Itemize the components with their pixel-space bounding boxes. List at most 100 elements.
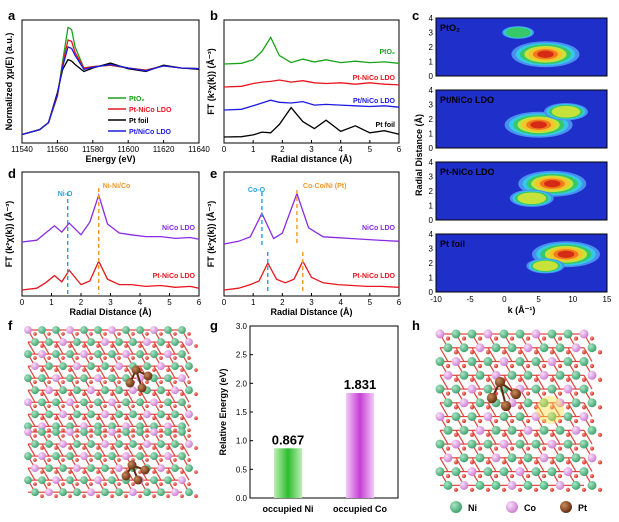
wavelet-contour [530, 121, 547, 129]
y-tick-label: 2.0 [236, 379, 248, 388]
y-tick-label: 2 [429, 115, 434, 124]
bond [55, 341, 64, 355]
bond [471, 347, 481, 362]
ni-atom [555, 343, 565, 353]
o-atom [493, 446, 499, 451]
o-atom [75, 428, 79, 433]
o-atom [557, 418, 563, 424]
o-atom [533, 350, 539, 355]
y-tick-label: 0 [429, 288, 434, 297]
o-atom [54, 494, 58, 498]
o-atom [194, 392, 198, 396]
bond [583, 430, 593, 445]
o-atom [131, 434, 135, 438]
o-atom [477, 474, 483, 479]
co-atom [515, 467, 525, 477]
co-atom [459, 480, 469, 490]
o-atom [145, 356, 149, 360]
bond [97, 341, 106, 355]
panel-letter-d: d [8, 166, 16, 181]
y-tick-label: 4 [429, 230, 434, 239]
o-atom [152, 392, 156, 396]
bond [167, 467, 176, 481]
series-label: NiCo LDO [162, 225, 196, 232]
bond [583, 457, 593, 472]
bond [97, 365, 106, 379]
x-tick-label: 6 [197, 298, 202, 307]
ni-atom [52, 326, 60, 334]
bond [125, 341, 134, 355]
x-tick-label: 0 [222, 298, 227, 307]
o-atom [461, 363, 467, 369]
o-atom [173, 404, 177, 408]
y-tick-label: 3 [429, 173, 434, 182]
co-atom [150, 398, 158, 407]
ni-atom [185, 386, 193, 395]
o-atom [525, 474, 531, 479]
bond [535, 347, 545, 362]
o-atom [533, 487, 539, 492]
o-atom [581, 350, 587, 355]
bond [55, 467, 64, 481]
ni-atom [507, 343, 517, 353]
co-atom [483, 329, 493, 339]
y-axis-label-c: Radial Distance (Å) [414, 114, 424, 196]
ni-atom [101, 488, 109, 497]
ni-atom [94, 422, 102, 431]
ni-atom [579, 384, 589, 394]
y-axis-label-g: Relative Energy (eV) [218, 368, 228, 455]
co-atom [451, 439, 461, 449]
ni-atom [443, 425, 453, 435]
series-line [21, 46, 200, 136]
ni-atom [587, 398, 597, 408]
ni-atom [515, 412, 525, 422]
o-atom [461, 336, 467, 341]
ni-atom [555, 453, 565, 463]
o-atom [509, 474, 515, 479]
wavelet-contour [557, 250, 575, 258]
o-atom [525, 363, 531, 369]
o-atom [103, 380, 107, 384]
co-atom [52, 476, 60, 485]
bond [167, 341, 176, 355]
o-atom [152, 446, 156, 450]
ni-atom [547, 384, 557, 394]
o-atom [61, 356, 65, 360]
o-atom [469, 350, 475, 355]
ni-atom [547, 329, 557, 339]
o-atom [517, 432, 523, 437]
ni-atom [73, 440, 81, 448]
o-atom [565, 460, 571, 465]
ni-atom [80, 374, 88, 383]
pt-atom [510, 388, 522, 400]
bond [153, 389, 162, 403]
x-tick-label: 5 [167, 298, 172, 307]
o-atom [89, 380, 93, 384]
bond [487, 457, 497, 472]
ni-atom [108, 422, 116, 431]
o-atom [525, 418, 531, 424]
ni-atom [52, 350, 60, 358]
series-line-nicoldo [21, 193, 200, 243]
y-axis-label-a: Normalized χμ(E) (a.u.) [4, 33, 14, 131]
ni-atom [483, 439, 493, 449]
co-atom [467, 384, 477, 394]
bond [41, 413, 50, 427]
ni-atom [475, 398, 485, 408]
o-atom [47, 380, 51, 384]
ni-atom [507, 370, 517, 380]
ni-atom [185, 464, 193, 473]
x-axis-label-a: Energy (eV) [85, 154, 135, 164]
ni-atom [467, 439, 477, 449]
o-atom [75, 404, 79, 408]
o-atom [103, 434, 107, 438]
co-atom [122, 452, 130, 460]
o-atom [477, 418, 483, 424]
o-atom [501, 460, 507, 465]
ni-atom [531, 467, 541, 477]
ni-atom [171, 440, 179, 448]
ni-atom [115, 488, 123, 497]
x-tick-label: 1 [49, 298, 54, 307]
o-atom [131, 428, 135, 433]
co-atom [38, 350, 46, 358]
